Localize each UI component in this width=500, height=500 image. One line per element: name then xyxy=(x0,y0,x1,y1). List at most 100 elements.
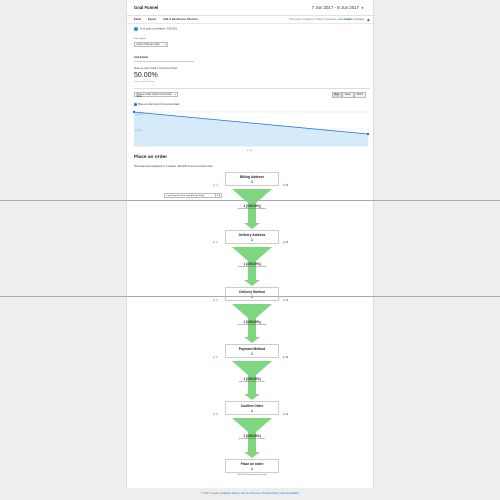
segment-label: % of goal completions: 100.00% xyxy=(140,27,178,31)
arrow-right-icon: ▷ xyxy=(213,183,216,187)
funnel-title: Place an order xyxy=(134,155,168,160)
step-name: Billing Address xyxy=(239,175,265,179)
x-tick-label: 8 Jun xyxy=(247,150,253,152)
funnel-arrowhead xyxy=(244,452,260,458)
funnel-stem xyxy=(248,203,256,223)
arrow-right-icon: ▷ xyxy=(213,240,216,244)
funnel-stem xyxy=(248,318,256,337)
funnel-arrowhead xyxy=(244,394,260,400)
chevron-down-icon: ▾ xyxy=(174,94,176,96)
funnel-final-note: 100.00% funnel conversion rate xyxy=(237,474,267,476)
interval-buttons: Day Week Month xyxy=(331,92,366,98)
conversion-value: 1 (100.00%) xyxy=(243,204,261,208)
step-entrance: ▷ 0 xyxy=(213,298,218,302)
metric-value: 50.00% xyxy=(134,72,158,79)
funnel-step[interactable]: Billing Address 1 xyxy=(225,172,279,186)
metric-caption: Place an order (Goal 1 Conversion Rate) xyxy=(134,67,178,70)
week-button[interactable]: Week xyxy=(341,92,354,98)
funnel-trapezoid xyxy=(232,247,272,261)
funnel-stem xyxy=(248,375,256,394)
month-button[interactable]: Month xyxy=(353,92,366,98)
step-exit: ▷ 0 xyxy=(283,183,288,187)
funnel-step[interactable]: Confirm Order 1 xyxy=(225,401,279,415)
page-break-line xyxy=(0,296,500,297)
step-entrance: ▷ 1 xyxy=(213,183,218,187)
footer-link-privacy[interactable]: Privacy Policy xyxy=(262,492,279,495)
series-line xyxy=(133,111,369,135)
page-title: Goal Funnel xyxy=(134,5,159,10)
date-range-picker[interactable]: 7 Jun 2017 - 8 Jun 2017 ▼ xyxy=(312,5,364,10)
step-conversion: 1 (100.00%) proceeded to Delivery Method xyxy=(225,262,279,268)
date-range-label: 7 Jun 2017 - 8 Jun 2017 xyxy=(311,5,360,10)
step-entrance: ▷ 0 xyxy=(213,412,218,416)
chart-metric-select[interactable]: Place an order (Goal 1 Conversion Rate) ▾ xyxy=(134,92,178,98)
funnel-trapezoid xyxy=(232,418,272,432)
step-conversion: 1 (100.00%) proceeded to Delivery Addres… xyxy=(225,204,279,210)
step-conversion: 1 (100.00%) proceeded to Place an order xyxy=(225,434,279,440)
step-count: 1 xyxy=(251,238,253,242)
day-button[interactable]: Day xyxy=(331,92,342,98)
exit-count: 0 xyxy=(286,298,288,302)
funnel-goal-step[interactable]: Place an order 1 xyxy=(225,459,279,473)
data-point[interactable] xyxy=(366,132,370,136)
goal-option-select[interactable]: Goal 1: Place an order ▾ xyxy=(134,42,168,47)
funnel-step[interactable]: Payment Method 1 xyxy=(225,344,279,358)
shortcut-button[interactable]: Shortcut xyxy=(187,18,198,22)
step-exit: ▷ 0 xyxy=(283,355,288,359)
funnel-step[interactable]: Delivery Address 1 xyxy=(225,230,279,244)
metric-subtext: Goal 1 rate for all visits xyxy=(134,81,155,83)
add-to-dashboard-button[interactable]: Add to Dashboard xyxy=(163,18,186,22)
arrow-right-icon: ▷ xyxy=(283,183,286,187)
conversion-text: proceeded to Confirm Order xyxy=(239,381,265,383)
chart-legend: Place an order (Goal 1 Conversion Rate) xyxy=(134,103,180,106)
eye-icon[interactable]: ◉ xyxy=(366,17,370,22)
email-button[interactable]: Email xyxy=(134,18,141,22)
exit-count: 0 xyxy=(286,183,288,187)
chevron-down-icon: ▾ xyxy=(164,44,166,46)
data-point[interactable] xyxy=(132,110,136,114)
conversion-value: 1 (100.00%) xyxy=(243,434,261,438)
footer-link-feedback[interactable]: Send Feedback xyxy=(280,492,299,495)
report-panel: Goal Funnel 7 Jun 2017 - 8 Jun 2017 ▼ Ema… xyxy=(126,0,374,488)
conversion-text: proceeded to Place an order xyxy=(238,438,266,440)
step-count: 1 xyxy=(251,180,253,184)
export-button[interactable]: Export xyxy=(148,18,157,22)
step-count: 1 xyxy=(251,352,253,356)
legend-dot-icon xyxy=(134,103,137,106)
funnel-arrowhead xyxy=(244,337,260,343)
segment-chip[interactable]: % of goal completions: 100.00% xyxy=(134,27,177,31)
funnel-arrowhead xyxy=(244,280,260,286)
exit-count: 0 xyxy=(286,355,288,359)
chevron-down-icon: ▾ xyxy=(216,194,219,197)
conversion-value: 1 (100.00%) xyxy=(243,262,261,266)
page-break-line xyxy=(0,200,500,201)
step-entrance: ▷ 0 xyxy=(213,240,218,244)
sampling-note-text: This report is based on 100% of sessions… xyxy=(288,18,337,22)
entrance-count: 1 xyxy=(216,183,218,187)
chevron-down-icon: ▼ xyxy=(361,6,364,10)
footer-link-terms[interactable]: Terms of Service xyxy=(240,492,261,495)
step-conversion: 1 (100.00%) proceeded to Confirm Order xyxy=(225,377,279,383)
arrow-right-icon: ▷ xyxy=(283,298,286,302)
segment-dot-icon xyxy=(134,27,138,31)
arrow-right-icon: ▷ xyxy=(283,240,286,244)
conversion-rate-chart: 100.00% 50.00% 8 Jun xyxy=(132,110,370,152)
conversion-text: proceeded to Delivery Method xyxy=(238,266,266,268)
greater-precision-select[interactable]: Greater precision xyxy=(344,18,364,22)
step-conversion: 1 (100.00%) proceeded to Payment Method xyxy=(225,320,279,326)
learn-more-link[interactable]: Learn more xyxy=(337,18,351,22)
conversion-value: 1 (100.00%) xyxy=(243,377,261,381)
step-entrance: ▷ 0 xyxy=(213,355,218,359)
funnel-step[interactable]: Delivery Method 1 xyxy=(225,287,279,301)
entrance-count: 0 xyxy=(216,412,218,416)
funnel-trapezoid xyxy=(232,304,272,318)
funnel-trapezoid xyxy=(232,361,272,375)
arrow-right-icon: ▷ xyxy=(213,298,216,302)
step-count: 1 xyxy=(251,409,253,413)
page-select-toggle[interactable]: ▾ xyxy=(215,193,220,198)
arrow-right-icon: ▷ xyxy=(213,412,216,416)
tab-underline xyxy=(134,61,194,62)
entrance-count: 0 xyxy=(216,355,218,359)
footer-link-analytics-home[interactable]: Analytics Home xyxy=(220,492,239,495)
tab-goal-funnel[interactable]: Goal Funnel xyxy=(134,56,148,59)
